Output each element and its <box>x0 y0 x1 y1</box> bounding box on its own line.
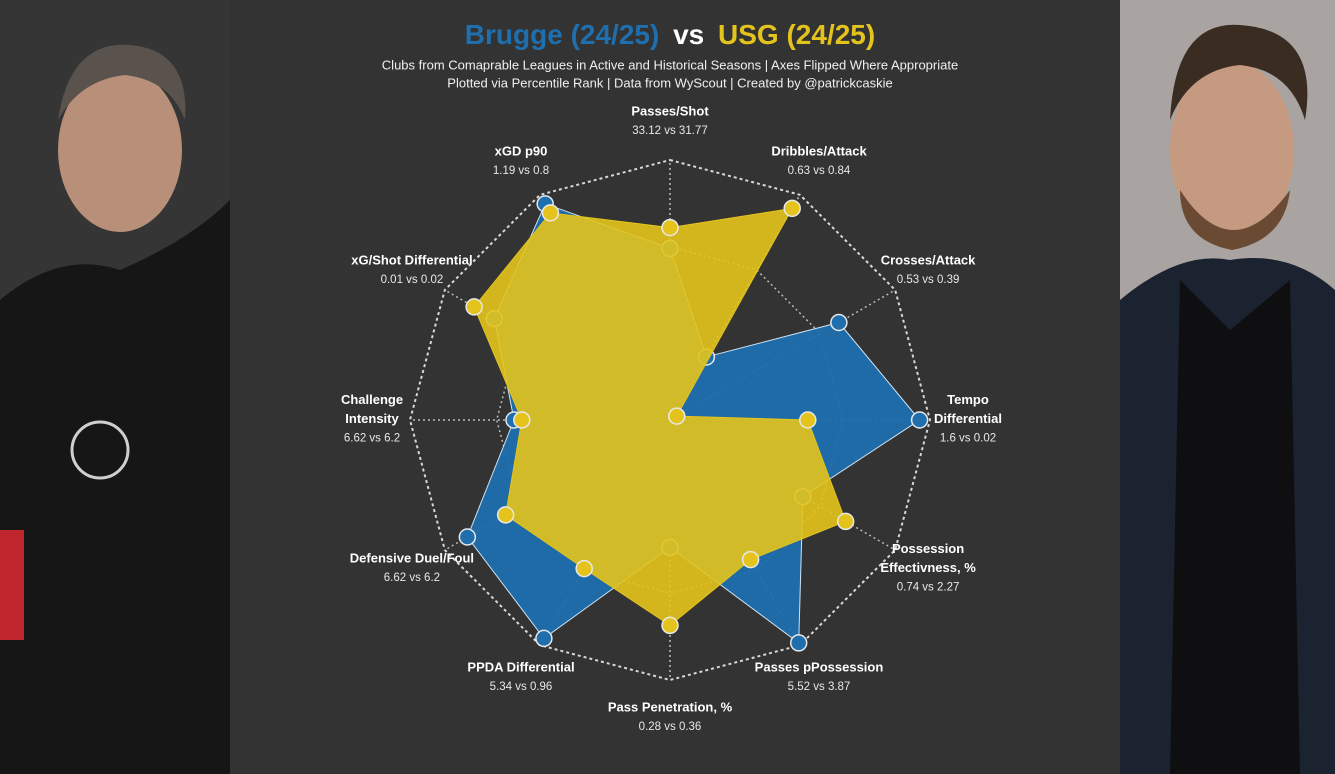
subtitle-line: Plotted via Percentile Rank | Data from … <box>447 75 892 90</box>
series-point <box>496 506 515 524</box>
axis-label: Dribbles/Attack <box>771 143 867 158</box>
series-point <box>668 407 686 425</box>
axis-label: Possession <box>892 541 964 556</box>
axis-label: Crosses/Attack <box>881 252 976 267</box>
axis-label: Intensity <box>345 411 399 426</box>
axis-label: Challenge <box>341 392 403 407</box>
axis-values: 5.52 vs 3.87 <box>788 681 851 693</box>
title-team-1: Brugge (24/25) <box>465 19 660 50</box>
axis-label: Defensive Duel/Foul <box>350 550 474 565</box>
series-point <box>789 634 808 652</box>
series-point <box>830 313 848 332</box>
axis-label: Differential <box>934 411 1002 426</box>
series-point <box>661 616 679 635</box>
series-point <box>575 559 593 578</box>
series-point <box>535 629 553 648</box>
series-point <box>458 528 477 546</box>
axis-label: Pass Penetration, % <box>608 699 733 714</box>
axis-values: 0.53 vs 0.39 <box>897 274 960 286</box>
title-team-2: USG (24/25) <box>718 19 875 50</box>
axis-values: 0.28 vs 0.36 <box>639 721 702 733</box>
axis-label: Effectivness, % <box>880 560 976 575</box>
series-point <box>741 550 760 569</box>
left-photo <box>0 0 230 774</box>
series-point <box>513 411 531 429</box>
axis-values: 1.6 vs 0.02 <box>940 433 996 445</box>
series <box>465 199 855 635</box>
axis-values: 6.62 vs 6.2 <box>384 572 440 584</box>
title-connector: vs <box>673 19 704 50</box>
chart-title: Brugge (24/25) vs USG (24/25) <box>465 19 875 50</box>
axis-values: 5.34 vs 0.96 <box>490 681 553 693</box>
axis-values: 33.12 vs 31.77 <box>632 125 707 137</box>
axis-label: xGD p90 <box>495 143 548 158</box>
axis-label: Passes/Shot <box>631 103 709 118</box>
axis-label: PPDA Differential <box>467 660 574 675</box>
series-point <box>661 218 679 237</box>
subtitle-line: Clubs from Comaprable Leagues in Active … <box>382 57 958 72</box>
axis-values: 0.01 vs 0.02 <box>381 274 444 286</box>
series-point <box>799 411 817 429</box>
axis-label: Passes pPossession <box>755 660 884 675</box>
series-point <box>465 298 483 316</box>
axis-label: xG/Shot Differential <box>351 252 472 267</box>
right-photo <box>1120 0 1335 774</box>
axis-label: Tempo <box>947 392 989 407</box>
series-point <box>541 204 560 222</box>
axis-values: 0.63 vs 0.84 <box>788 165 851 177</box>
axis-values: 1.19 vs 0.8 <box>493 165 549 177</box>
series-point <box>910 411 929 429</box>
outer-ring <box>408 158 932 682</box>
series-point <box>783 199 801 218</box>
axis-values: 0.74 vs 2.27 <box>897 582 960 594</box>
series-point <box>836 512 855 531</box>
axis-values: 6.62 vs 6.2 <box>344 433 400 445</box>
